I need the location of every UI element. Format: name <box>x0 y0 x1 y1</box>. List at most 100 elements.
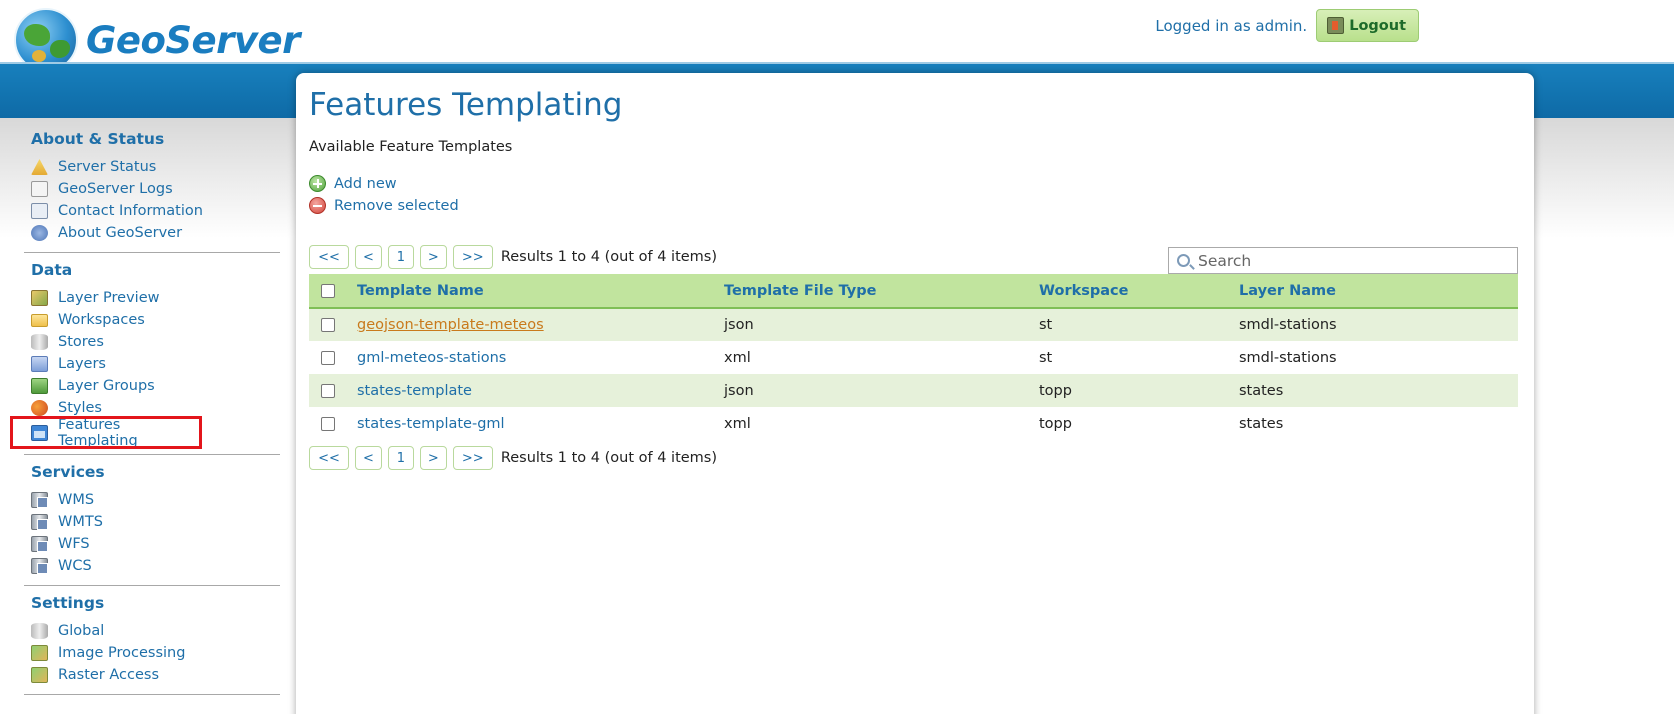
warning-icon <box>31 159 48 175</box>
layer-name-cell: states <box>1239 415 1284 432</box>
sidebar-item-about-geoserver[interactable]: About GeoServer <box>24 222 280 244</box>
column-header-template-file-type[interactable]: Template File Type <box>724 274 1039 309</box>
add-new-button[interactable]: Add new <box>309 175 397 192</box>
sidebar-item-wms[interactable]: WMS <box>24 489 280 511</box>
column-header-layer-name[interactable]: Layer Name <box>1239 274 1518 309</box>
sidebar-item-stores[interactable]: Stores <box>24 331 280 353</box>
sidebar-item-label: Contact Information <box>58 203 203 219</box>
first-page-button[interactable]: << <box>309 446 349 470</box>
last-page-button[interactable]: >> <box>452 446 493 470</box>
document-icon <box>31 181 48 197</box>
file-type-cell: json <box>724 308 1039 341</box>
workspace-cell: topp <box>1039 374 1239 407</box>
sidebar-nav: About & Status Server Status GeoServer L… <box>10 126 280 703</box>
sidebar-item-layer-preview[interactable]: Layer Preview <box>24 287 280 309</box>
server-icon <box>31 623 48 639</box>
section-title: Services <box>31 463 105 481</box>
sidebar-item-label: Server Status <box>58 159 157 175</box>
layer-name-cell: smdl-stations <box>1239 308 1518 341</box>
workspace-cell: topp <box>1039 415 1072 432</box>
template-name-link[interactable]: gml-meteos-stations <box>357 349 507 366</box>
workspace-cell: st <box>1039 308 1239 341</box>
sidebar-item-label: Image Processing <box>58 645 186 661</box>
logout-icon <box>1327 17 1345 34</box>
file-type-cell: xml <box>724 349 751 366</box>
sidebar-item-image-processing[interactable]: Image Processing <box>24 642 280 664</box>
main-panel: Features Templating Available Feature Te… <box>296 73 1534 714</box>
section-title: Data <box>31 261 73 279</box>
next-page-button[interactable]: > <box>419 245 447 269</box>
wmts-service-icon <box>31 514 48 530</box>
sidebar-item-server-status[interactable]: Server Status <box>24 156 280 178</box>
logout-button[interactable]: Logout <box>1316 9 1419 42</box>
search-box[interactable] <box>1168 247 1518 274</box>
add-new-label: Add new <box>334 175 397 192</box>
last-page-button[interactable]: >> <box>452 245 493 269</box>
sidebar-item-layers[interactable]: Layers <box>24 353 280 375</box>
prev-page-button[interactable]: < <box>355 446 382 470</box>
row-checkbox[interactable] <box>321 416 335 431</box>
column-header-workspace[interactable]: Workspace <box>1039 274 1239 309</box>
page-subtitle: Available Feature Templates <box>309 139 513 155</box>
next-page-button[interactable]: > <box>419 446 447 470</box>
wcs-service-icon <box>31 558 48 574</box>
file-type-cell: xml <box>724 415 751 432</box>
prev-page-button[interactable]: < <box>355 245 382 269</box>
sidebar-item-label: Styles <box>58 400 102 416</box>
remove-icon <box>309 197 326 214</box>
database-icon <box>31 334 48 350</box>
sidebar-item-label: Layer Groups <box>58 378 155 394</box>
template-name-cell: geojson-template-meteos <box>357 308 724 341</box>
sidebar-item-features-templating[interactable]: Features Templating <box>10 416 202 449</box>
image-processing-icon <box>31 645 48 661</box>
sidebar-item-contact-information[interactable]: Contact Information <box>24 200 280 222</box>
row-checkbox[interactable] <box>321 383 335 398</box>
table-row: states-template json topp states <box>309 374 1518 407</box>
sidebar-item-layer-groups[interactable]: Layer Groups <box>24 375 280 397</box>
logout-label: Logout <box>1349 17 1406 34</box>
sidebar-item-raster-access[interactable]: Raster Access <box>24 664 280 686</box>
sidebar-item-wfs[interactable]: WFS <box>24 533 280 555</box>
section-settings: Settings Global Image Processing Raster … <box>24 594 280 695</box>
sidebar-item-wcs[interactable]: WCS <box>24 555 280 577</box>
sidebar-item-label: WFS <box>58 536 90 552</box>
column-header-template-name[interactable]: Template Name <box>357 274 724 309</box>
top-header: GeoServer Logged in as admin. Logout <box>0 0 1674 72</box>
sidebar-item-label: Global <box>58 623 105 639</box>
help-icon <box>31 225 48 241</box>
row-select-cell <box>309 308 357 341</box>
sidebar-item-wmts[interactable]: WMTS <box>24 511 280 533</box>
sidebar-item-label: About GeoServer <box>58 225 183 241</box>
template-name-link[interactable]: geojson-template-meteos <box>357 317 544 333</box>
login-status: Logged in as admin. <box>1155 16 1308 35</box>
sidebar-item-label: GeoServer Logs <box>58 181 173 197</box>
table-row: states-template-gml xml topp states <box>309 407 1518 440</box>
remove-selected-button[interactable]: Remove selected <box>309 197 459 214</box>
palette-icon <box>31 400 48 416</box>
sidebar-item-global[interactable]: Global <box>24 620 280 642</box>
logo-text: GeoServer <box>86 18 300 62</box>
folder-icon <box>31 313 48 327</box>
table-row: geojson-template-meteos json st smdl-sta… <box>309 308 1518 341</box>
pager-bottom: << < 1 > >> Results 1 to 4 (out of 4 ite… <box>309 446 717 470</box>
wms-service-icon <box>31 492 48 508</box>
template-name-cell: states-template <box>357 374 724 407</box>
sidebar-item-geoserver-logs[interactable]: GeoServer Logs <box>24 178 280 200</box>
row-checkbox[interactable] <box>321 318 335 332</box>
sidebar-item-workspaces[interactable]: Workspaces <box>24 309 280 331</box>
table-header-row: Template Name Template File Type Workspa… <box>309 274 1518 309</box>
select-all-cell <box>309 274 357 309</box>
remove-selected-label: Remove selected <box>334 197 459 214</box>
page-1-button[interactable]: 1 <box>387 446 414 470</box>
template-name-link[interactable]: states-template <box>357 382 472 399</box>
geoserver-logo[interactable]: GeoServer <box>14 8 300 72</box>
page-1-button[interactable]: 1 <box>387 245 414 269</box>
search-input[interactable] <box>1198 251 1498 270</box>
select-all-checkbox[interactable] <box>321 283 335 298</box>
template-name-link[interactable]: states-template-gml <box>357 415 505 432</box>
sidebar-item-label: Stores <box>58 334 104 350</box>
row-checkbox[interactable] <box>321 350 335 365</box>
sidebar-item-styles[interactable]: Styles <box>24 397 280 419</box>
first-page-button[interactable]: << <box>309 245 349 269</box>
file-type-cell: json <box>724 374 1039 407</box>
